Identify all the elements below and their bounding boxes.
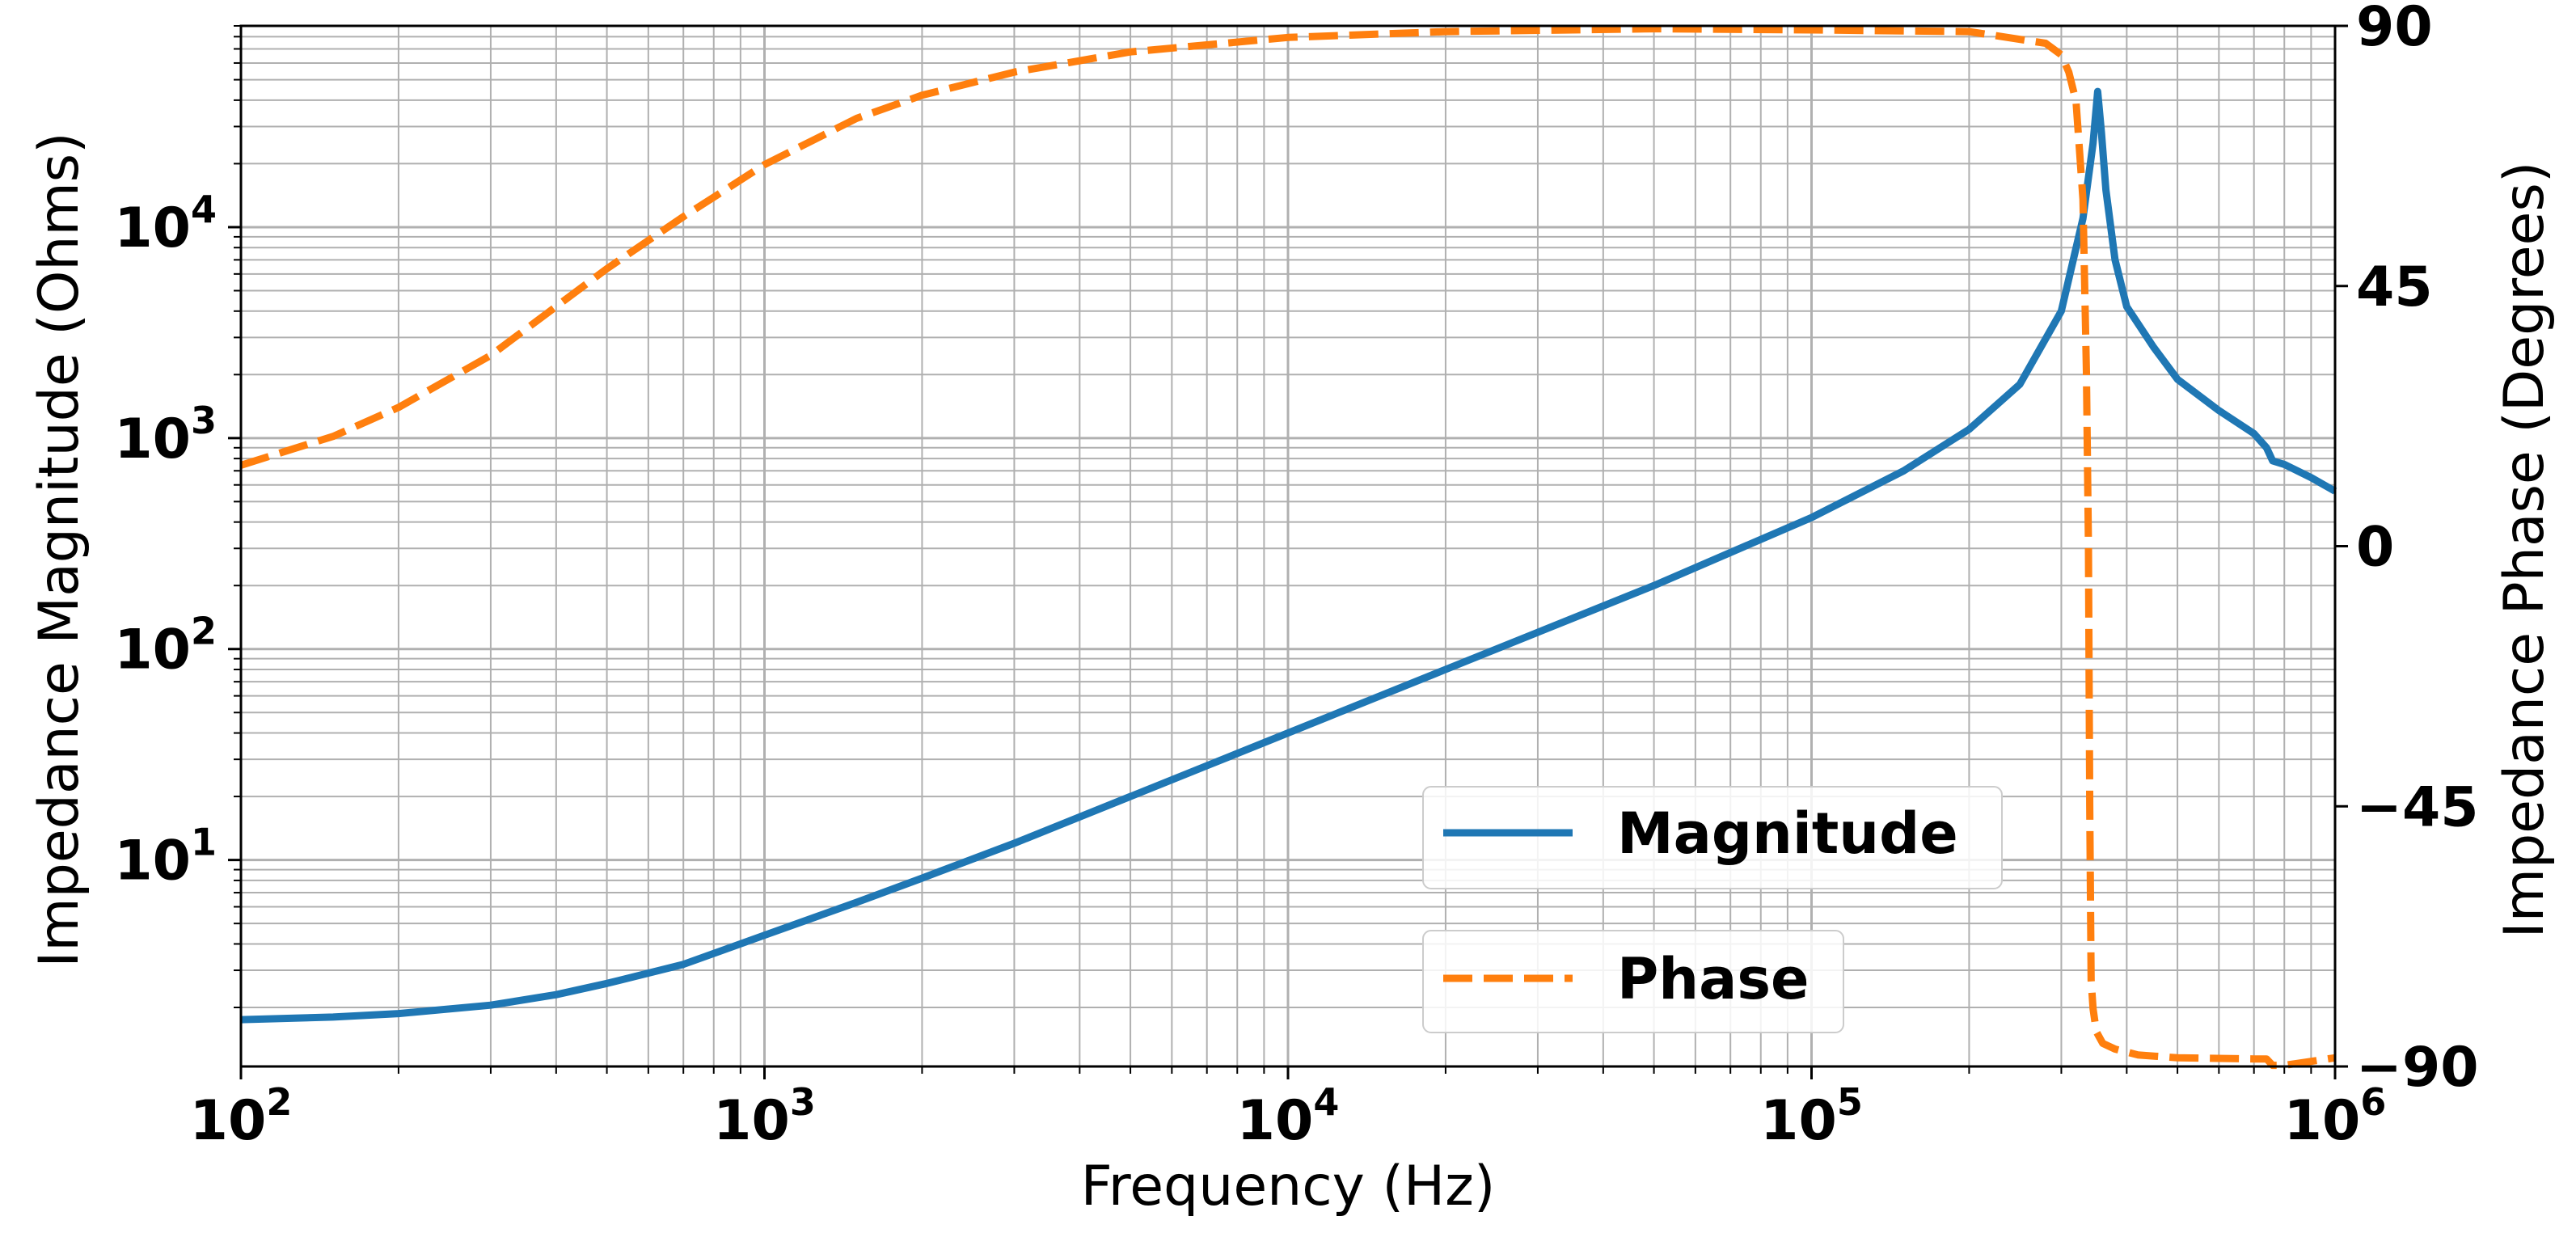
- x-tick-exponent: 3: [790, 1080, 816, 1124]
- y-left-tick-base: 10: [114, 408, 191, 471]
- x-tick-exponent: 2: [266, 1080, 292, 1124]
- y-left-tick-exponent: 1: [191, 821, 217, 864]
- x-tick-label: 105: [1760, 1080, 1863, 1153]
- legend-phase: Phase: [1422, 930, 1844, 1033]
- x-tick-base: 10: [1760, 1089, 1837, 1153]
- x-tick-base: 10: [713, 1089, 790, 1153]
- y-left-tick-label: 103: [114, 399, 217, 471]
- x-tick-label: 103: [713, 1080, 816, 1153]
- tick-marks: [228, 24, 2348, 1079]
- y-right-tick-label: 45: [2356, 255, 2433, 319]
- y-right-tick-label: −90: [2356, 1036, 2479, 1100]
- x-axis-title: Frequency (Hz): [1081, 1155, 1496, 1218]
- y-left-tick-base: 10: [114, 196, 191, 260]
- y-left-tick-exponent: 4: [191, 188, 217, 231]
- y-left-tick-label: 102: [114, 610, 217, 682]
- legend-phase-box: [1422, 930, 1844, 1033]
- series-layer: [239, 25, 2337, 1070]
- y-left-axis-title: Impedance Magnitude (Ohms): [27, 132, 91, 967]
- x-tick-exponent: 5: [1837, 1080, 1863, 1124]
- y-left-tick-base: 10: [114, 619, 191, 682]
- x-tick-base: 10: [1237, 1089, 1314, 1153]
- legend-magnitude: Magnitude: [1422, 786, 2003, 889]
- x-tick-exponent: 4: [1313, 1080, 1339, 1124]
- x-tick-base: 10: [190, 1089, 267, 1153]
- legend-phase-label: Phase: [1617, 946, 1810, 1012]
- series-line-magnitude: [240, 87, 2337, 1024]
- x-tick-exponent: 6: [2360, 1080, 2386, 1124]
- y-left-tick-base: 10: [114, 830, 191, 893]
- x-tick-base: 10: [2284, 1089, 2361, 1153]
- y-right-tick-label: 0: [2356, 516, 2394, 580]
- y-left-tick-exponent: 2: [191, 610, 217, 653]
- y-right-tick-label: 90: [2356, 0, 2433, 59]
- y-right-axis-title: Impedance Phase (Degrees): [2493, 162, 2557, 939]
- y-right-tick-label: −45: [2356, 775, 2479, 839]
- y-left-tick-label: 104: [114, 188, 217, 260]
- x-tick-label: 102: [190, 1080, 293, 1153]
- x-tick-label: 104: [1237, 1080, 1340, 1153]
- y-left-tick-exponent: 3: [191, 399, 217, 442]
- legend-magnitude-label: Magnitude: [1617, 800, 1958, 867]
- x-tick-label: 106: [2284, 1080, 2387, 1153]
- legend-magnitude-box: [1422, 786, 2003, 889]
- y-left-tick-label: 101: [114, 821, 217, 893]
- series-line-phase: [239, 25, 2336, 1070]
- major-grid: [239, 26, 2335, 1066]
